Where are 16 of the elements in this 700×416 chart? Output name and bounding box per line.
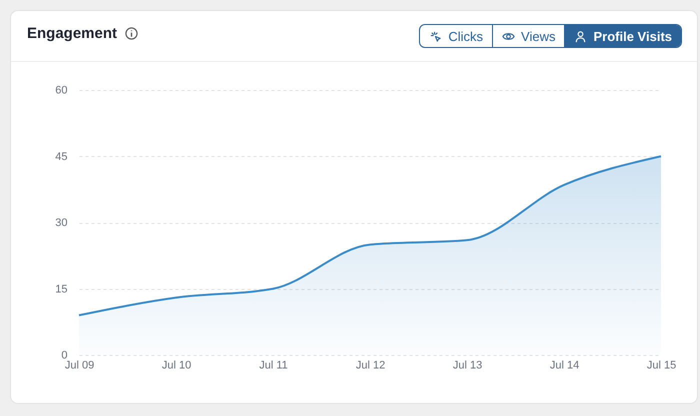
y-tick-label: 15 <box>55 283 68 296</box>
x-tick-label: Jul 10 <box>162 360 192 372</box>
x-tick-label: Jul 12 <box>356 360 386 372</box>
text: Profile Visits <box>593 28 672 44</box>
x-tick-label: Jul 15 <box>646 360 676 372</box>
x-tick-label: Jul 13 <box>452 360 482 372</box>
x-tick-label: Jul 14 <box>550 360 580 372</box>
text: Views <box>521 28 556 44</box>
x-tick-label: Jul 09 <box>64 360 94 372</box>
y-tick-label: 60 <box>55 84 68 96</box>
x-tick-label: Jul 11 <box>259 360 288 372</box>
y-tick-label: 45 <box>55 150 68 163</box>
text: Clicks <box>448 28 484 44</box>
chart-title: Engagement <box>27 25 118 42</box>
y-tick-label: 0 <box>61 350 68 362</box>
y-tick-label: 30 <box>55 217 68 229</box>
